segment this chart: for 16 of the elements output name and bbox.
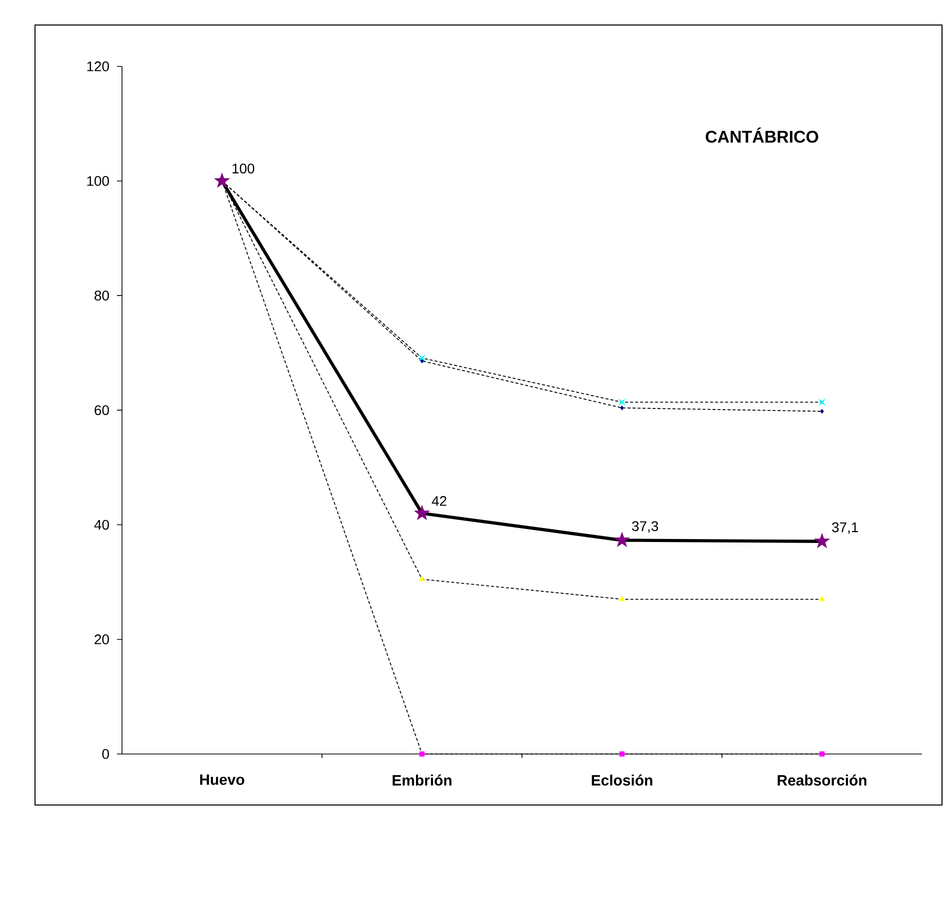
y-tick-label: 100: [87, 176, 109, 186]
y-tick-label: 60: [94, 405, 109, 416]
y-tick-label: 0: [102, 749, 109, 759]
data-label: 42: [432, 496, 446, 506]
data-label: 100: [232, 164, 254, 174]
text: CANTÁBRICO: [706, 128, 818, 143]
y-tick-label: 120: [87, 61, 109, 72]
data-label: 37,3: [632, 521, 658, 533]
data-label: 37,1: [832, 522, 858, 534]
x-tick-label: Embrión: [392, 774, 452, 786]
y-tick-label: 80: [94, 290, 109, 301]
y-tick-label: 40: [94, 520, 109, 530]
x-tick-label: Eclosión: [592, 774, 652, 786]
x-tick-label: Huevo: [200, 774, 244, 785]
x-tick-label: Reabsorción: [778, 774, 866, 786]
y-tick-label: 20: [94, 634, 109, 644]
